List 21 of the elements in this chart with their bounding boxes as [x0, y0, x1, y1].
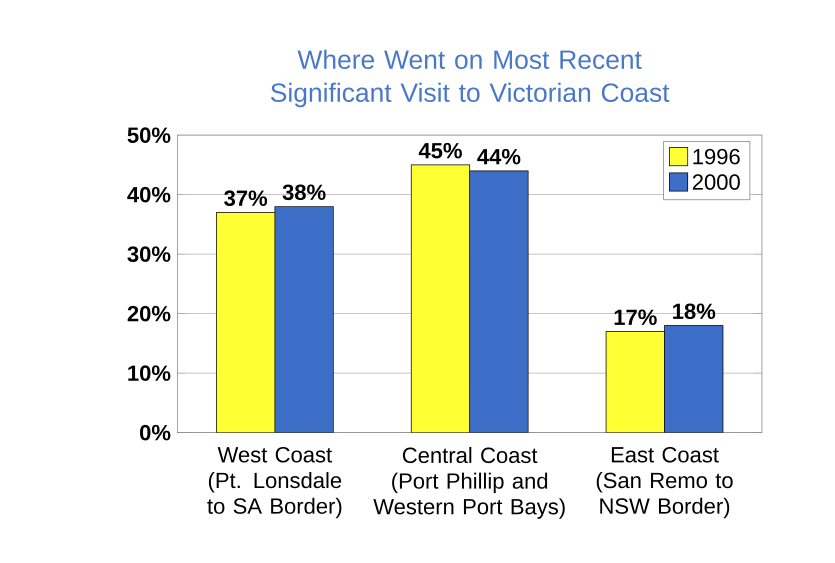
- y-tick-label: 50%: [128, 127, 170, 143]
- data-label: 44%: [477, 148, 520, 164]
- data-label: 45%: [418, 142, 462, 158]
- bar: [216, 212, 276, 433]
- x-tick-label: Central Coast (Port Phillip and Western Port Bays): [373, 446, 565, 519]
- y-tick-label: 20%: [128, 306, 170, 322]
- y-tick-label: 10%: [128, 365, 170, 381]
- chart-title: Where Went on Most Recent Significant Visit to Victorian Coast: [270, 50, 670, 108]
- data-label: 17%: [614, 310, 657, 325]
- x-tick-label: East Coast (San Remo to NSW Border): [596, 446, 733, 518]
- data-label: 37%: [224, 190, 268, 206]
- legend-label: 1996: [693, 148, 740, 164]
- legend-label: 2000: [692, 174, 740, 190]
- data-label: 18%: [673, 303, 716, 320]
- bar: [410, 164, 470, 433]
- bar: [606, 331, 665, 433]
- data-label: 38%: [282, 184, 326, 200]
- y-tick-label: 0%: [140, 424, 170, 440]
- x-tick-label: West Coast (Pt. Lonsdale to SA Border): [207, 446, 342, 518]
- y-tick-label: 40%: [127, 186, 170, 202]
- y-tick-label: 30%: [127, 246, 170, 262]
